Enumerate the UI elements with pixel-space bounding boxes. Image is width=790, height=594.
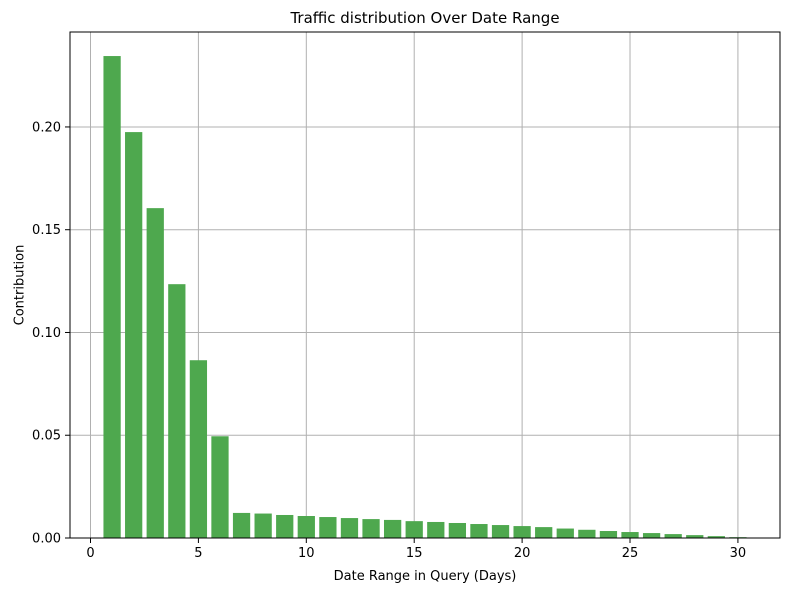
bar-day-8 (254, 513, 272, 538)
bar-day-27 (664, 534, 682, 538)
bar-day-18 (470, 524, 488, 538)
bar-day-4 (168, 284, 186, 538)
y-tick-label: 0.15 (32, 223, 61, 238)
bar-day-20 (513, 526, 531, 538)
y-tick-label: 0.10 (32, 326, 61, 341)
bar-day-25 (621, 532, 639, 538)
bar-day-11 (319, 517, 337, 538)
bar-day-17 (448, 522, 467, 538)
bar-day-21 (535, 527, 553, 538)
bar-day-22 (556, 528, 574, 538)
x-tick-label: 25 (622, 546, 639, 561)
y-tick-label: 0.20 (32, 120, 61, 135)
bar-day-2 (125, 132, 143, 539)
y-tick-label: 0.00 (32, 532, 61, 547)
bar-day-24 (599, 531, 618, 538)
bar-day-13 (362, 519, 380, 538)
bar-day-9 (276, 514, 294, 538)
bar-day-3 (146, 208, 164, 538)
bar-day-19 (491, 525, 510, 538)
x-tick-label: 30 (730, 546, 747, 561)
bar-day-14 (383, 519, 402, 538)
bar-day-29 (707, 536, 725, 538)
y-tick-label: 0.05 (32, 429, 61, 444)
plot-frame (69, 31, 781, 539)
bar-day-28 (686, 535, 704, 538)
x-tick-label: 0 (86, 546, 94, 561)
ticks-layer: 0 5 10 15 20 25 30 0.00 0.05 0.10 0.15 0.20 (32, 120, 746, 561)
x-tick-label: 5 (194, 546, 202, 561)
bar-day-10 (297, 516, 315, 538)
bar-day-6 (211, 436, 229, 538)
chart-title: Traffic distribution Over Date Range (289, 9, 559, 27)
bar-day-15 (405, 521, 423, 538)
x-tick-label: 10 (298, 546, 315, 561)
bar-day-1 (103, 56, 121, 539)
bar-day-16 (427, 521, 445, 538)
bar-day-23 (578, 529, 596, 538)
bar-day-26 (642, 533, 661, 538)
x-tick-label: 20 (514, 546, 531, 561)
bars-layer (103, 56, 747, 539)
bar-day-7 (232, 512, 251, 538)
x-tick-label: 15 (406, 546, 423, 561)
x-axis-label: Date Range in Query (Days) (334, 569, 517, 584)
y-axis-label: Contribution (13, 245, 28, 326)
bar-day-12 (340, 518, 359, 538)
bar-day-5 (189, 360, 208, 538)
